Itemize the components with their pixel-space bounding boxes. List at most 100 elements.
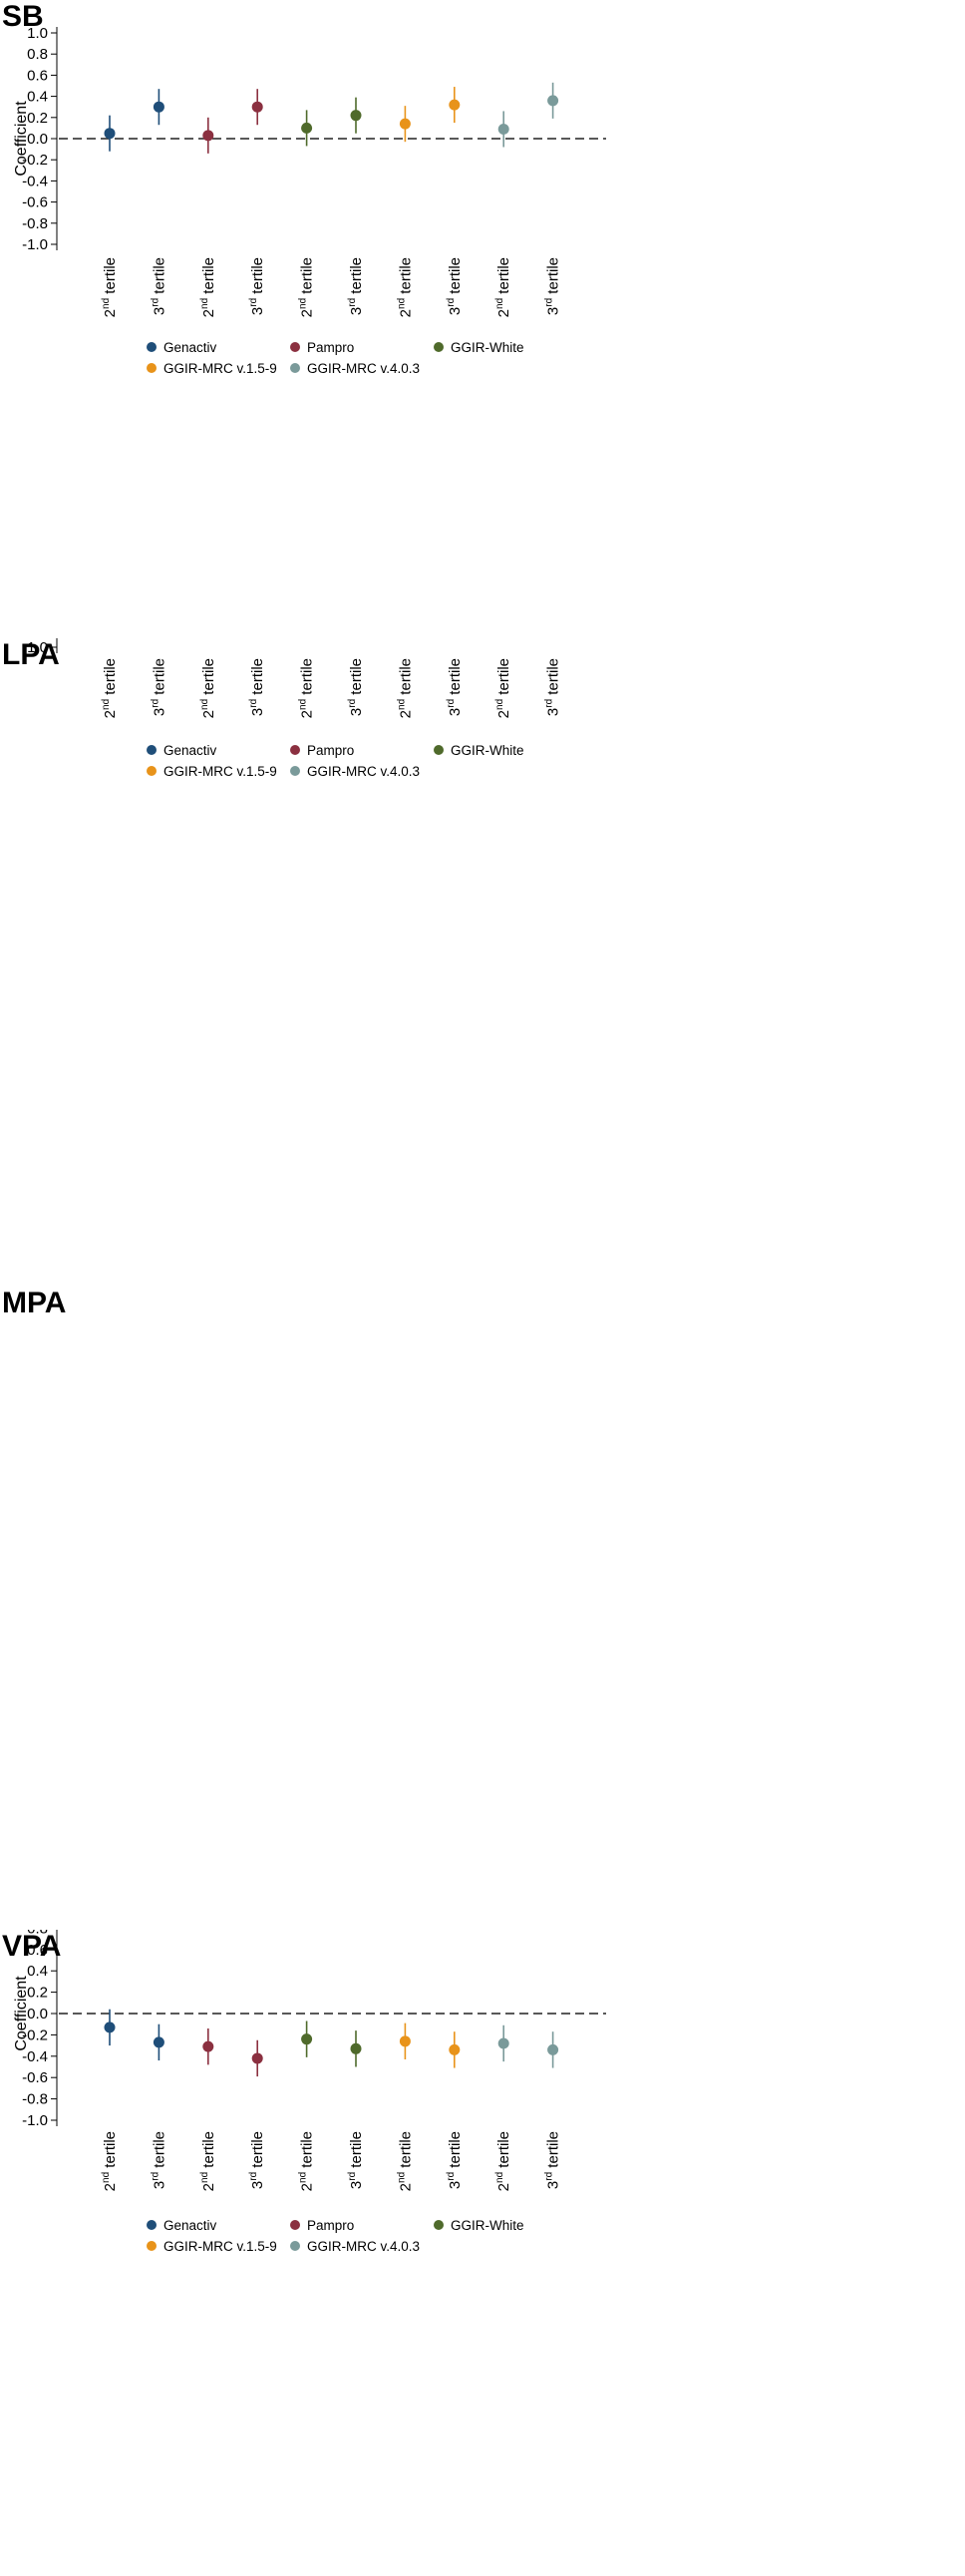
legend-marker xyxy=(434,2220,444,2230)
x-category-label: 2nd tertile xyxy=(199,2131,217,2191)
data-point xyxy=(399,2035,411,2047)
legend-marker xyxy=(147,766,157,776)
x-label-ordinal: nd xyxy=(396,2172,407,2183)
x-label-ordinal: rd xyxy=(248,699,259,708)
data-point xyxy=(301,2033,313,2045)
x-category-label: 2nd tertile xyxy=(396,2131,414,2191)
x-label-num: 2 xyxy=(495,309,512,317)
x-category-label: 2nd tertile xyxy=(494,257,512,317)
x-category-label: 3rd tertile xyxy=(150,257,167,315)
x-category-label: 2nd tertile xyxy=(396,257,414,317)
x-label-ordinal: nd xyxy=(298,2172,309,2183)
y-tick-label: -0.2 xyxy=(22,152,48,169)
legend-label: GGIR-White xyxy=(451,340,524,355)
x-label-word: tertile xyxy=(545,257,562,298)
y-tick-label: -0.4 xyxy=(22,173,48,189)
panel-title: LPA xyxy=(2,638,60,671)
data-point xyxy=(497,2037,509,2049)
legend-marker xyxy=(147,342,157,352)
x-category-label: 2nd tertile xyxy=(101,2131,119,2191)
legend-marker xyxy=(434,745,444,755)
x-label-word: tertile xyxy=(299,257,316,298)
x-label-ordinal: rd xyxy=(248,298,259,307)
legend-marker xyxy=(147,2220,157,2230)
chart-svg: 1.00.80.60.40.20.0-0.2-0.4-0.6-0.8-1.0Co… xyxy=(13,1930,606,2254)
x-label-word: tertile xyxy=(495,2131,512,2172)
x-category-label: 3rd tertile xyxy=(248,658,266,716)
legend-label: GGIR-MRC v.1.5-9 xyxy=(163,2239,277,2254)
x-label-ordinal: rd xyxy=(446,699,457,708)
x-category-label: 2nd tertile xyxy=(101,658,119,718)
x-label-word: tertile xyxy=(151,2131,167,2172)
x-label-word: tertile xyxy=(200,658,217,699)
x-label-word: tertile xyxy=(447,2131,464,2172)
legend-label: Pampro xyxy=(307,2218,354,2233)
legend-marker xyxy=(290,2220,300,2230)
legend-label: Pampro xyxy=(307,340,354,355)
y-tick-label: -0.2 xyxy=(22,2026,48,2043)
y-tick-label: 0.6 xyxy=(27,1942,48,1959)
x-label-num: 2 xyxy=(299,309,316,317)
x-label-word: tertile xyxy=(151,257,167,298)
legend-marker xyxy=(290,363,300,373)
x-category-label: 3rd tertile xyxy=(150,2131,167,2189)
x-category-label: 2nd tertile xyxy=(199,658,217,718)
data-point xyxy=(251,2052,263,2064)
y-tick-label: -0.6 xyxy=(22,194,48,211)
y-tick-label: 1.0 xyxy=(27,25,48,42)
x-category-label: 2nd tertile xyxy=(101,257,119,317)
data-point xyxy=(202,2040,214,2052)
x-label-ordinal: rd xyxy=(150,2172,161,2181)
x-label-num: 3 xyxy=(545,307,562,315)
x-label-word: tertile xyxy=(151,658,167,699)
legend-label: GGIR-White xyxy=(451,743,524,758)
y-tick-label: -1.0 xyxy=(22,236,48,253)
legend-marker xyxy=(290,766,300,776)
x-category-label: 2nd tertile xyxy=(298,658,316,718)
y-axis-title: Coefficient xyxy=(13,101,30,177)
x-category-label: 3rd tertile xyxy=(347,2131,365,2189)
y-tick-label: -0.8 xyxy=(22,215,48,232)
data-point xyxy=(301,122,313,134)
legend-label: GGIR-White xyxy=(451,2218,524,2233)
x-label-word: tertile xyxy=(447,257,464,298)
x-category-label: 2nd tertile xyxy=(494,2131,512,2191)
x-label-ordinal: nd xyxy=(494,699,505,710)
x-label-ordinal: rd xyxy=(446,2172,457,2181)
x-category-label: 3rd tertile xyxy=(544,257,562,315)
x-label-word: tertile xyxy=(249,257,266,298)
y-tick-label: 0.4 xyxy=(27,89,48,106)
x-label-num: 3 xyxy=(447,2181,464,2189)
x-label-ordinal: rd xyxy=(544,298,555,307)
data-point xyxy=(350,110,362,122)
legend-marker xyxy=(290,745,300,755)
legend-marker xyxy=(434,342,444,352)
data-point xyxy=(153,101,164,113)
x-label-ordinal: nd xyxy=(199,699,210,710)
panel-title: MPA xyxy=(2,1287,67,1319)
x-label-num: 3 xyxy=(348,2181,365,2189)
x-category-label: 3rd tertile xyxy=(544,658,562,716)
x-label-ordinal: nd xyxy=(396,298,407,309)
data-point xyxy=(449,99,461,111)
x-category-label: 3rd tertile xyxy=(446,257,464,315)
y-tick-label: 0.6 xyxy=(27,67,48,84)
data-point xyxy=(497,123,509,135)
x-label-num: 3 xyxy=(545,708,562,716)
y-tick-label: 0.2 xyxy=(27,1985,48,2002)
x-category-label: 3rd tertile xyxy=(248,257,266,315)
y-tick-label: 0.2 xyxy=(27,110,48,127)
y-tick-label: -0.6 xyxy=(22,2069,48,2086)
x-label-word: tertile xyxy=(249,658,266,699)
panel-title: VPA xyxy=(2,1930,62,1963)
x-label-ordinal: nd xyxy=(101,298,112,309)
data-point xyxy=(350,2042,362,2054)
data-point xyxy=(104,128,116,140)
y-tick-label: -1.0 xyxy=(22,2112,48,2129)
x-label-num: 3 xyxy=(249,708,266,716)
x-category-label: 3rd tertile xyxy=(347,658,365,716)
legend-label: GGIR-MRC v.4.0.3 xyxy=(307,2239,420,2254)
x-category-label: 2nd tertile xyxy=(396,658,414,718)
x-label-ordinal: rd xyxy=(446,298,457,307)
x-label-ordinal: rd xyxy=(544,699,555,708)
